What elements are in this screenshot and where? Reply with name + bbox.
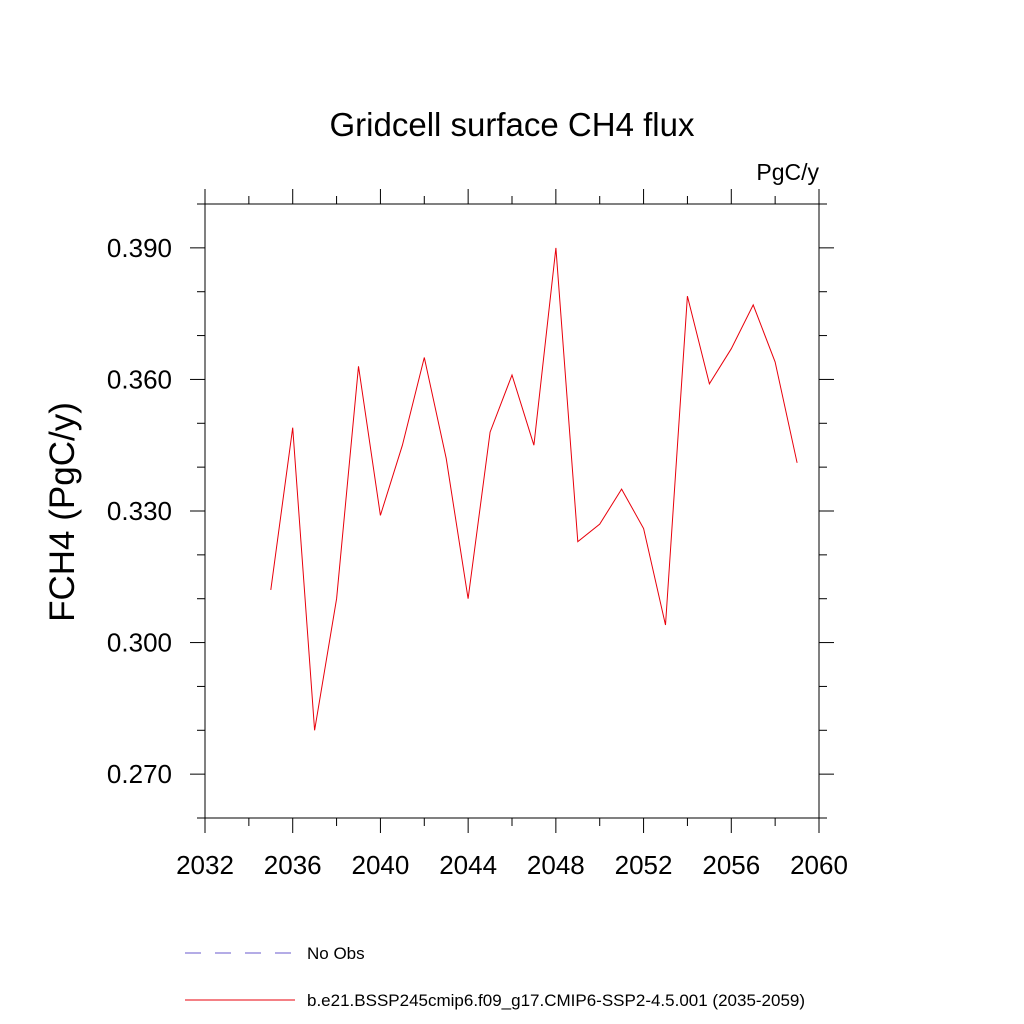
y-tick-label: 0.360 xyxy=(107,364,172,394)
x-tick-label: 2048 xyxy=(527,850,585,880)
legend-label-no-obs: No Obs xyxy=(307,944,365,963)
series-line-1 xyxy=(270,247,798,731)
y-tick-label: 0.270 xyxy=(107,759,172,789)
y-axis-label: FCH4 (PgC/y) xyxy=(43,402,82,622)
y-tick-label: 0.390 xyxy=(107,233,172,263)
axis-ticks xyxy=(190,189,834,833)
x-tick-label: 2056 xyxy=(702,850,760,880)
chart-title: Gridcell surface CH4 flux xyxy=(330,106,695,143)
y-tick-label: 0.330 xyxy=(107,496,172,526)
series-lines xyxy=(270,247,798,731)
legend-label-model-run: b.e21.BSSP245cmip6.f09_g17.CMIP6-SSP2-4.… xyxy=(307,991,805,1010)
y-tick-label: 0.300 xyxy=(107,628,172,658)
x-tick-label: 2060 xyxy=(790,850,848,880)
x-tick-label: 2040 xyxy=(352,850,410,880)
x-tick-label: 2032 xyxy=(176,850,234,880)
x-tick-label: 2036 xyxy=(264,850,322,880)
x-tick-label: 2044 xyxy=(439,850,497,880)
plot-frame xyxy=(204,203,820,819)
units-label: PgC/y xyxy=(756,159,819,185)
legend: No Obs b.e21.BSSP245cmip6.f09_g17.CMIP6-… xyxy=(185,944,805,1010)
x-tick-label: 2052 xyxy=(615,850,673,880)
tick-labels: 2032 2036 2040 2044 2048 2052 2056 2060 0.270 0.3… xyxy=(107,233,848,880)
